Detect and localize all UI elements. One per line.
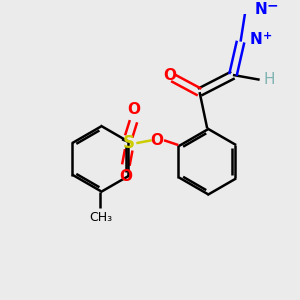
Text: H: H [263,72,275,87]
Text: O: O [127,102,140,117]
Text: N: N [250,32,262,47]
Text: N: N [254,2,267,17]
Text: −: − [266,0,278,12]
Text: +: + [263,31,272,41]
Text: O: O [150,133,163,148]
Text: S: S [123,134,135,152]
Text: O: O [164,68,176,83]
Text: CH₃: CH₃ [89,211,112,224]
Text: O: O [119,169,132,184]
